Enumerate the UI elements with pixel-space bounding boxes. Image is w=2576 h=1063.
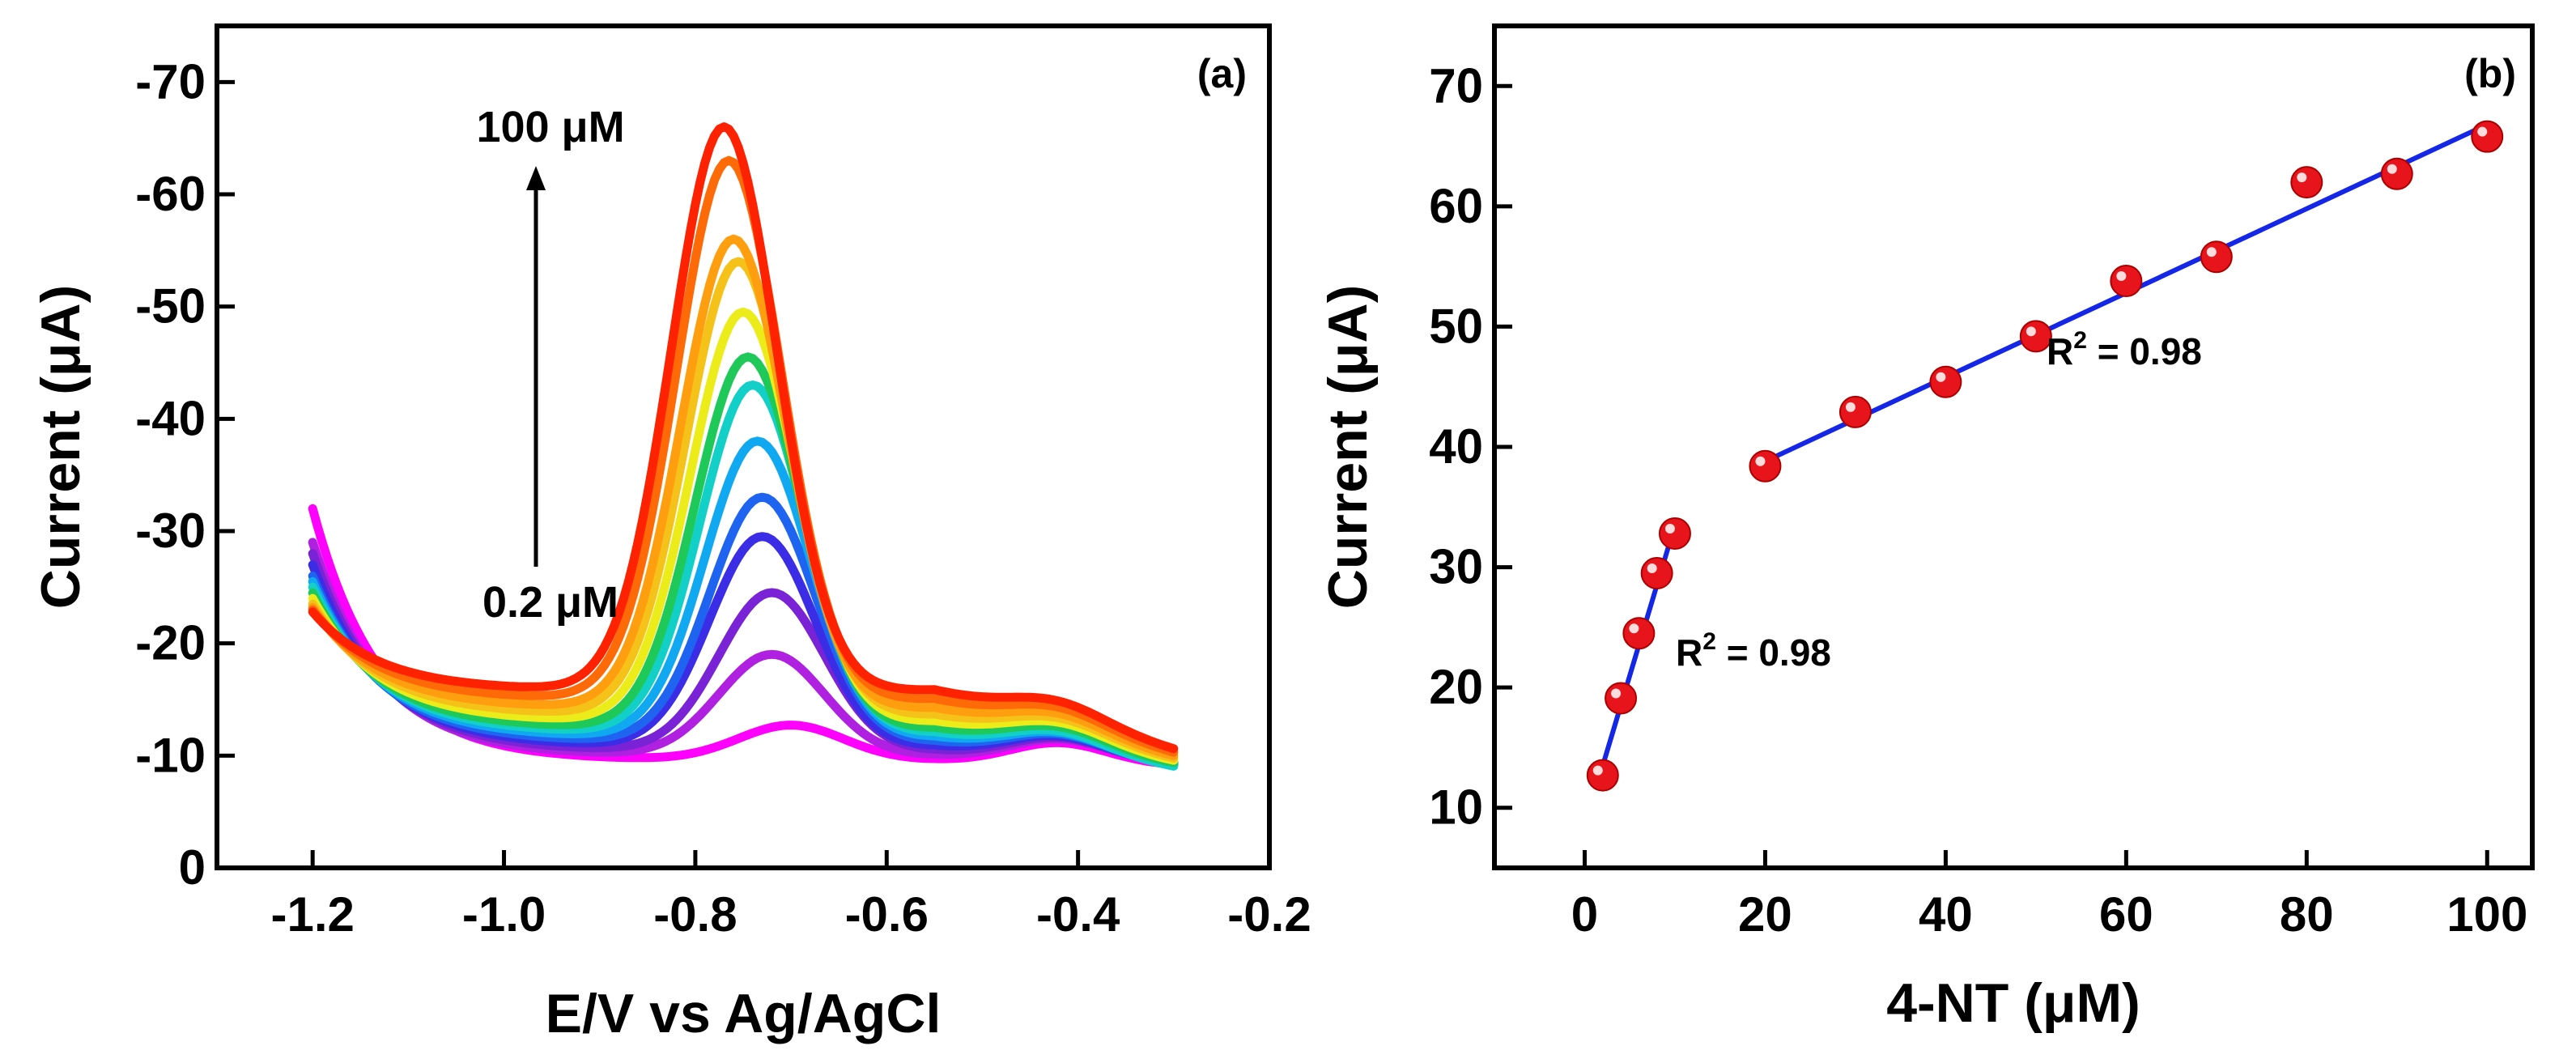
- data-point: [2110, 264, 2143, 297]
- data-point: [2290, 166, 2323, 199]
- data-point: [2200, 240, 2233, 274]
- x-tick-label-b: 80: [2280, 887, 2334, 942]
- panel-label-b: (b): [2464, 51, 2516, 96]
- y-tick-label-b: 30: [1429, 540, 1483, 594]
- r2-label-fit-1: R2 = 0.98: [1676, 628, 1831, 674]
- plot-frame-a: [215, 23, 1272, 870]
- x-tick-label-a: -0.6: [845, 887, 929, 942]
- plot-frame-b: [1492, 23, 2535, 870]
- data-point-highlight: [1629, 623, 1639, 634]
- data-point-highlight: [2206, 247, 2217, 257]
- x-tick-label-b: 40: [1919, 887, 1973, 942]
- x-tick-label-b: 20: [1738, 887, 1792, 942]
- data-point-highlight: [2116, 270, 2127, 281]
- chart-panel-a: 0 -10 -20 -30 -40 -50 -60 -70 -1.2 -1.0 -0.8 -0.6 -…: [30, 23, 1311, 1044]
- y-tick-label-a: -70: [135, 54, 206, 108]
- data-point-highlight: [2387, 164, 2397, 174]
- data-point: [2380, 157, 2413, 190]
- x-tick-label-a: -0.2: [1227, 887, 1311, 942]
- y-axis-label-a: Current (μA): [30, 285, 91, 609]
- data-point: [2471, 120, 2504, 153]
- y-tick-label-b: 20: [1429, 660, 1483, 714]
- x-tick-label-a: -0.8: [653, 887, 737, 942]
- y-tick-label-b: 60: [1429, 179, 1483, 233]
- data-point: [1622, 617, 1656, 650]
- x-tick-label-b: 100: [2446, 887, 2527, 942]
- voltammogram-curve: [308, 307, 1179, 765]
- y-tick-label-a: 0: [179, 840, 206, 895]
- data-point-highlight: [1664, 523, 1675, 534]
- y-tick-label-b: 50: [1429, 299, 1483, 353]
- data-point: [1605, 682, 1638, 715]
- data-point-highlight: [2026, 326, 2036, 337]
- y-tick-label-b: 70: [1429, 58, 1483, 113]
- y-tick-label-a: -50: [135, 279, 206, 334]
- y-tick-label-b: 10: [1429, 780, 1483, 835]
- y-tick-label-a: -40: [135, 391, 206, 445]
- data-point-highlight: [2297, 172, 2307, 183]
- data-point: [1586, 759, 1619, 792]
- y-tick-label-a: -60: [135, 167, 206, 221]
- x-tick-label-a: -0.4: [1036, 887, 1120, 942]
- r2-label-fit-2: R2 = 0.98: [2047, 327, 2202, 372]
- panel-label-a: (a): [1197, 51, 1247, 96]
- y-axis-label-b: Current (μA): [1317, 285, 1379, 609]
- data-point-highlight: [1755, 456, 1766, 466]
- y-tick-label-a: -10: [135, 728, 206, 782]
- data-point: [1929, 365, 1962, 398]
- data-point-highlight: [2477, 126, 2488, 137]
- data-point-highlight: [1845, 402, 1855, 412]
- voltammogram-curve: [308, 234, 1179, 761]
- x-tick-label-a: -1.0: [462, 887, 546, 942]
- y-tick-label-b: 40: [1429, 419, 1483, 474]
- data-point: [1838, 395, 1872, 428]
- chart-panel-b: 10 20 30 40 50 60 70 0 20 40 60 80 100 (b) R2 = 0.9…: [1317, 23, 2535, 1034]
- x-tick-label-a: -1.2: [270, 887, 354, 942]
- data-point-highlight: [1611, 688, 1622, 699]
- data-point-highlight: [1936, 372, 1946, 382]
- annotation-top: 100 μM: [476, 103, 624, 151]
- voltammogram-curve: [308, 352, 1179, 767]
- data-point: [1640, 557, 1673, 589]
- data-point-highlight: [1592, 765, 1603, 776]
- annotation-bottom: 0.2 μM: [482, 578, 618, 627]
- voltammogram-curve: [308, 122, 1179, 754]
- data-point: [1749, 449, 1782, 483]
- concentration-arrow-head: [526, 166, 546, 190]
- data-point: [1658, 517, 1691, 550]
- x-axis-label-a: E/V vs Ag/AgCl: [546, 983, 942, 1044]
- data-point-highlight: [1647, 563, 1657, 573]
- y-tick-label-a: -20: [135, 616, 206, 670]
- x-tick-label-b: 60: [2099, 887, 2153, 942]
- voltammogram-curve: [308, 257, 1179, 763]
- x-axis-label-b: 4-NT (μM): [1886, 972, 2140, 1034]
- y-tick-label-a: -30: [135, 504, 206, 558]
- x-tick-label-b: 0: [1571, 887, 1598, 942]
